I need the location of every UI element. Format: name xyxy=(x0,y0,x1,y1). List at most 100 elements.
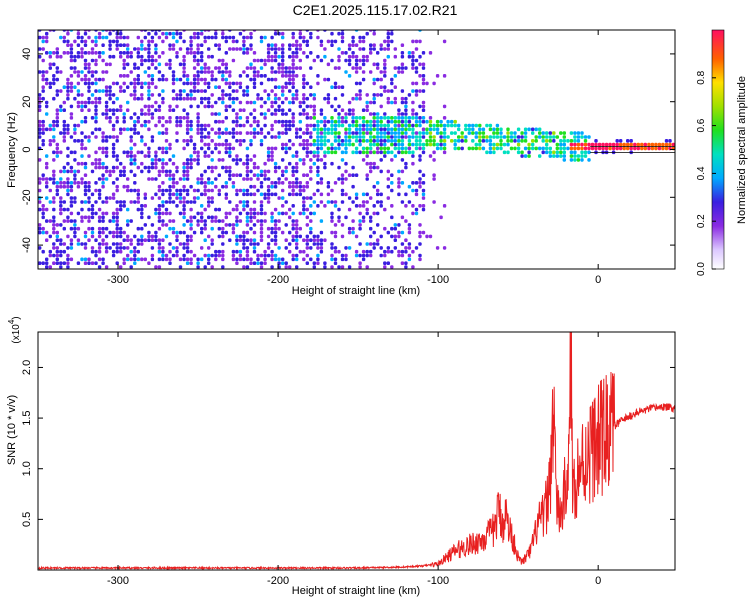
spectrogram-cell xyxy=(548,150,552,155)
spectrogram-cell xyxy=(277,211,281,216)
spectrogram-cell xyxy=(111,169,116,174)
spectrogram-cell xyxy=(316,74,320,78)
spectrogram-cell xyxy=(390,204,394,208)
spectrogram-cell xyxy=(111,108,116,112)
spectrogram-cell xyxy=(358,150,362,155)
spectrogram-cell xyxy=(59,196,63,200)
spectrogram-cell xyxy=(207,142,211,147)
spectrogram-cell xyxy=(273,169,278,174)
spectrogram-cell xyxy=(228,150,232,155)
spectrogram-cell xyxy=(358,142,362,147)
spectrogram-cell xyxy=(386,177,390,181)
spectrogram-cell xyxy=(548,146,552,151)
spectrogram-cell xyxy=(41,39,45,44)
spectrogram-cell xyxy=(386,31,390,36)
spectrogram-cell xyxy=(97,127,102,132)
spectrogram-cell xyxy=(284,177,288,181)
spectrogram-cell xyxy=(221,70,225,74)
spectrogram-cell xyxy=(221,31,225,36)
spectrogram-cell xyxy=(569,154,574,158)
spectrogram-cell xyxy=(302,204,306,208)
spectrogram-cell xyxy=(200,181,204,185)
spectrogram-cell xyxy=(256,261,260,265)
spectrogram-cell xyxy=(189,39,193,44)
spectrogram-cell xyxy=(164,150,169,155)
spectrogram-cell xyxy=(249,257,253,262)
spectrogram-cell xyxy=(312,192,316,197)
spectrogram-cell xyxy=(288,242,292,246)
spectrogram-cell xyxy=(259,211,264,216)
spectrogram-cell xyxy=(330,188,334,193)
spectrogram-cell xyxy=(115,43,119,47)
spectrogram-cell xyxy=(101,200,105,204)
spectrogram-cell xyxy=(330,242,334,246)
spectrogram-cell xyxy=(390,226,394,231)
spectrogram-cell xyxy=(80,161,84,166)
spectrogram-cell xyxy=(73,234,77,239)
spectrogram-cell xyxy=(80,257,84,262)
spectrogram-cell xyxy=(351,230,355,235)
spectrogram-cell xyxy=(266,47,271,51)
spectrogram-cell xyxy=(414,135,419,139)
spectrogram-cell xyxy=(143,196,147,200)
spectrogram-cell xyxy=(119,265,123,269)
spectrogram-cell xyxy=(133,246,137,250)
spectrogram-cell xyxy=(108,85,112,89)
spectrogram-cell xyxy=(361,200,366,204)
spectrogram-cell xyxy=(478,131,482,135)
spectrogram-cell xyxy=(281,58,285,63)
spectrogram-cell xyxy=(474,142,478,147)
bottom-y-tick-label: 1.0 xyxy=(21,461,33,476)
spectrogram-cell xyxy=(249,47,253,51)
spectrogram-cell xyxy=(400,242,405,246)
spectrogram-cell xyxy=(393,142,397,147)
spectrogram-cell xyxy=(249,207,253,212)
spectrogram-cell xyxy=(97,158,102,162)
spectrogram-cell xyxy=(337,112,341,116)
spectrogram-cell xyxy=(358,242,362,246)
spectrogram-cell xyxy=(273,100,278,105)
spectrogram-cell xyxy=(266,184,271,189)
spectrogram-cell xyxy=(442,131,447,135)
spectrogram-cell xyxy=(291,58,295,63)
spectrogram-cell xyxy=(231,119,236,124)
spectrogram-cell xyxy=(231,257,236,262)
spectrogram-cell xyxy=(171,31,176,36)
spectrogram-cell xyxy=(428,135,433,139)
spectrogram-cell xyxy=(101,112,105,116)
spectrogram-cell xyxy=(207,146,211,151)
spectrogram-cell xyxy=(263,123,267,128)
spectrogram-cell xyxy=(326,77,331,82)
spectrogram-cell xyxy=(393,131,397,135)
spectrogram-cell xyxy=(38,188,42,193)
spectrogram-cell xyxy=(119,161,123,166)
spectrogram-cell xyxy=(228,131,232,135)
spectrogram-cell xyxy=(111,54,116,59)
spectrogram-cell xyxy=(520,131,524,135)
spectrogram-cell xyxy=(372,47,376,51)
spectrogram-cell xyxy=(295,230,299,235)
spectrogram-cell xyxy=(150,39,155,44)
spectrogram-cell xyxy=(619,146,623,151)
spectrogram-cell xyxy=(358,265,362,269)
spectrogram-cell xyxy=(316,139,320,143)
spectrogram-cell xyxy=(344,169,348,174)
spectrogram-cell xyxy=(397,169,401,174)
spectrogram-cell xyxy=(185,169,190,174)
spectrogram-cell xyxy=(115,234,119,239)
spectrogram-cell xyxy=(464,135,468,139)
spectrogram-cell xyxy=(221,119,225,124)
spectrogram-cell xyxy=(55,89,59,93)
spectrogram-cell xyxy=(573,135,577,139)
spectrogram-cell xyxy=(192,253,197,258)
spectrogram-cell xyxy=(101,51,105,55)
spectrogram-cell xyxy=(326,96,331,101)
spectrogram-cell xyxy=(295,165,299,170)
spectrogram-cell xyxy=(129,54,133,59)
spectrogram-cell xyxy=(104,112,109,116)
spectrogram-cell xyxy=(129,51,133,55)
spectrogram-cell xyxy=(245,246,250,250)
spectrogram-cell xyxy=(178,35,183,40)
spectrogram-cell xyxy=(249,142,253,147)
spectrogram-cell xyxy=(66,31,70,36)
